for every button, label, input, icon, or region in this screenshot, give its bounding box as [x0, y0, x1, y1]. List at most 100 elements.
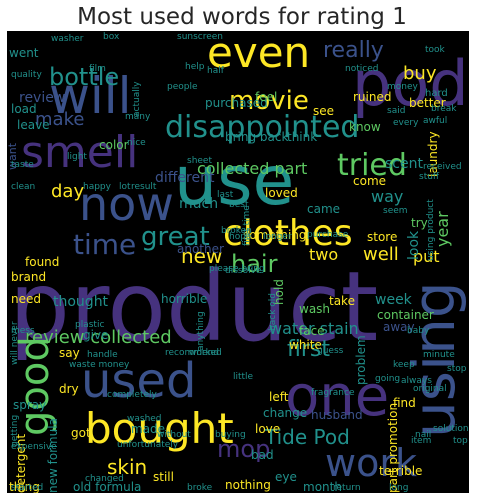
word-item: item [411, 436, 432, 446]
word-long: long [389, 483, 409, 493]
word-collected-part: collected part [197, 159, 308, 178]
word-will: will [49, 67, 132, 125]
word-made: made [131, 422, 166, 436]
word-original: original [413, 384, 447, 394]
word-washer: washer [51, 34, 84, 44]
word-wash: wash [299, 302, 331, 316]
word-back-old: back old [268, 293, 278, 331]
word-ruined: ruined [353, 90, 392, 104]
word-clothes: clothes [223, 213, 353, 254]
word-found: found [25, 255, 60, 269]
word-left: left [269, 390, 289, 404]
word-away: away [383, 320, 415, 334]
word-put: put [413, 247, 440, 266]
word-year: year [433, 211, 452, 247]
word-got: got [71, 426, 91, 440]
word-many: many [125, 112, 151, 122]
word-give: give [83, 328, 109, 342]
word-day: day [51, 181, 85, 202]
word-started: started [11, 483, 44, 493]
word-say: say [59, 346, 80, 360]
word-skin: skin [107, 455, 148, 479]
word-completely: completely [107, 390, 157, 400]
word-spray: spray [13, 398, 47, 412]
word-came: came [307, 202, 341, 216]
word-bought: bought [85, 404, 234, 453]
word-review-collected: review collected [25, 327, 172, 348]
word-love: love [255, 422, 281, 436]
word-better: better [409, 96, 446, 110]
word-face: face [299, 324, 325, 338]
word-really: really [323, 38, 384, 63]
word-now: now [79, 177, 174, 231]
word-awful: awful [423, 116, 448, 126]
word-review: review [19, 90, 66, 106]
word-box: box [103, 32, 120, 42]
word-last: last [217, 190, 234, 200]
word-please-bring: please bring [209, 264, 265, 274]
word-going: going [375, 374, 401, 384]
word-said: said [387, 106, 406, 116]
word-see: see [313, 104, 335, 118]
word-changed: changed [85, 474, 124, 484]
word-happy: happy [83, 182, 111, 192]
word-try: try [411, 216, 428, 230]
word-anything: anything [196, 311, 206, 351]
word-purchase: purchase [307, 230, 349, 240]
word-scent: scent [385, 156, 423, 172]
word-lot: lot [119, 182, 131, 192]
word-look: look [406, 230, 422, 260]
word-unfortunately: unfortunately [117, 440, 179, 450]
word-money: money [387, 82, 418, 92]
word-think: think [287, 130, 318, 144]
word-nail: nail [415, 430, 432, 440]
word-find: find [393, 396, 416, 410]
word-thing: thing [9, 480, 40, 493]
word-plastic: plastic [75, 320, 105, 330]
word-purchased: purchased [205, 96, 268, 110]
word-come: come [353, 174, 387, 188]
word-return: return [333, 483, 361, 493]
word-tide-pod: Tide Pod [265, 425, 350, 449]
word-expensive: expensive [11, 442, 57, 452]
word-getting: getting [10, 414, 20, 447]
word-best: best [229, 200, 249, 210]
word-handle: handle [87, 350, 118, 360]
word-quality: quality [11, 70, 42, 80]
word-buy: buy [403, 63, 437, 84]
word-using-product: using product [426, 199, 436, 261]
word-without: without [157, 430, 191, 440]
word-leave: leave [17, 118, 50, 132]
word-stuff: stuff [419, 172, 440, 182]
word-minute: minute [423, 350, 455, 360]
word-waste-money: waste money [69, 360, 130, 370]
word-actually: actually [132, 81, 142, 117]
word-stop: stop [447, 364, 467, 374]
word-old-formula: old formula [73, 480, 142, 493]
word-brand: brand [11, 270, 47, 284]
word-received: received [423, 162, 462, 172]
word-tried: tried [337, 148, 407, 183]
word-keep: keep [393, 360, 415, 370]
word-buying: buying [215, 430, 246, 440]
word-thought: thought [53, 294, 109, 310]
word-taste: taste [11, 160, 34, 170]
word-water-stain: water stain [269, 319, 359, 338]
word-bad: bad [251, 448, 274, 462]
word-half: half [207, 66, 224, 76]
word-product: product [9, 251, 379, 363]
word-guess: guess [317, 346, 344, 356]
word-two: two [309, 245, 339, 264]
word-bottle: bottle [49, 63, 120, 91]
word-know: know [349, 120, 381, 134]
word-longer: longer [263, 232, 292, 242]
word-horrible: horrible [161, 292, 208, 306]
word-much: much [179, 196, 219, 212]
word-recommend: recommend [165, 348, 219, 358]
word-seem: seem [383, 206, 408, 216]
word-loved: loved [265, 186, 298, 200]
word-break: break [431, 104, 457, 114]
word-fragrance: fragrance [311, 388, 355, 398]
word-people: people [167, 82, 198, 92]
